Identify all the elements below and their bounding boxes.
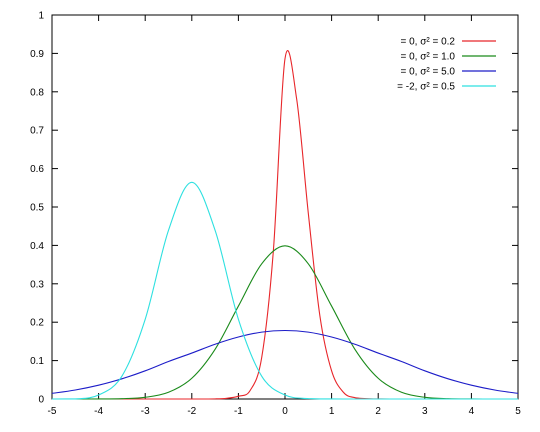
series-line-1	[51, 50, 518, 400]
legend: = 0, σ² = 0.2 = 0, σ² = 1.0 = 0, σ² = 5.0 =…	[397, 37, 496, 93]
legend-label: = 0, σ² = 0.2	[400, 37, 455, 48]
y-tick-label: 0.6	[30, 164, 44, 175]
x-tick-label: 5	[515, 406, 521, 417]
x-tick-label: -5	[48, 406, 57, 417]
x-tick-label: 4	[469, 406, 475, 417]
x-tick-label: -3	[141, 406, 150, 417]
series-line-2	[51, 245, 518, 400]
legend-label: = 0, σ² = 5.0	[400, 67, 455, 78]
x-tick-label: 1	[329, 406, 335, 417]
y-tick-label: 0.2	[30, 318, 44, 329]
y-tick-label: 0.8	[30, 87, 44, 98]
x-tick-label: -1	[234, 406, 243, 417]
y-tick-label: 1	[38, 11, 44, 22]
y-tick-label: 0.1	[30, 356, 44, 367]
x-tick-label: -4	[94, 406, 103, 417]
x-tick-label: 2	[375, 406, 381, 417]
series-line-4	[51, 181, 518, 400]
legend-label: = -2, σ² = 0.5	[397, 82, 455, 93]
y-tick-label: 0.9	[30, 49, 44, 60]
legend-item: = 0, σ² = 1.0	[400, 52, 496, 63]
legend-item: = 0, σ² = 5.0	[400, 67, 496, 78]
legend-label: = 0, σ² = 1.0	[400, 52, 455, 63]
legend-item: = 0, σ² = 0.2	[400, 37, 496, 48]
y-tick-label: 0.5	[30, 203, 44, 214]
series-line-3	[51, 329, 519, 394]
x-tick-label: 0	[282, 406, 288, 417]
x-tick-label: -2	[187, 406, 196, 417]
y-tick-label: 0.3	[30, 279, 44, 290]
y-tick-label: 0.4	[30, 241, 44, 252]
legend-item: = -2, σ² = 0.5	[397, 82, 496, 93]
ticks: -5 -4 -3 -2 -1 0 1 2 3 4 5 0 0.1 0.2 0.3 0.4 0.5 0.6 0.7 0.…	[30, 11, 521, 418]
y-tick-label: 0.7	[30, 126, 44, 137]
x-tick-label: 3	[422, 406, 428, 417]
y-tick-label: 0	[38, 395, 44, 406]
series-lines	[51, 50, 519, 400]
